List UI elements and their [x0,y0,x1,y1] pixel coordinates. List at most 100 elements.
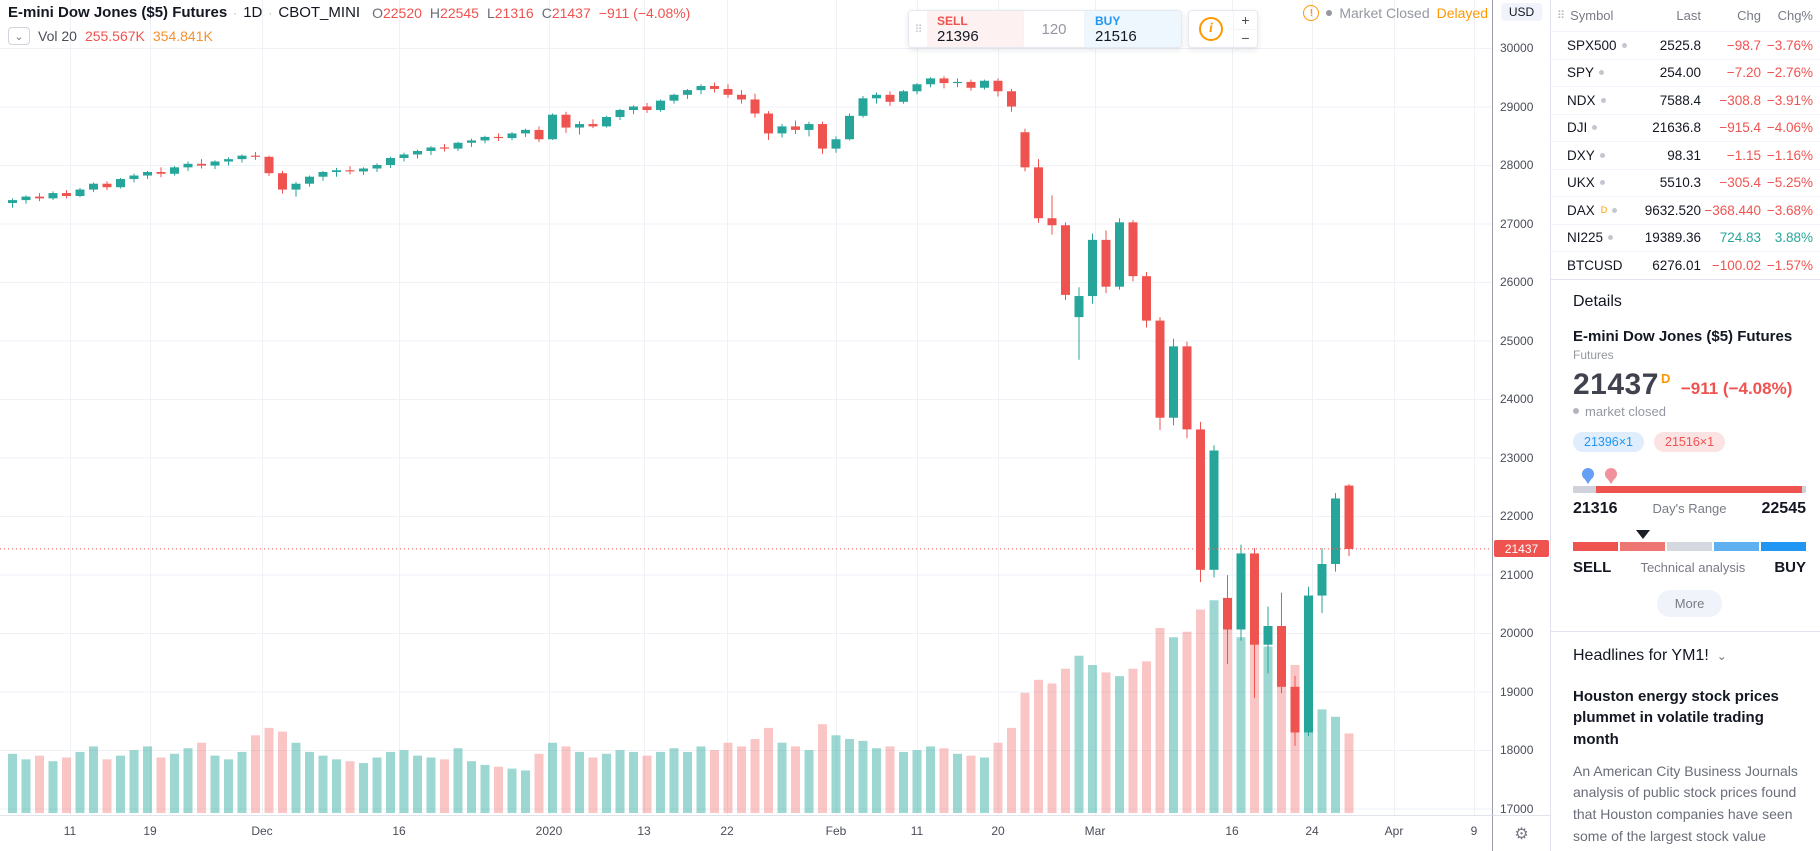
details-section: Details E-mini Dow Jones ($5) Futures Fu… [1551,280,1820,632]
sell-button[interactable]: SELL 21396 [927,11,1023,47]
column-last[interactable]: Last [1676,8,1701,23]
change-pct-value: −3.76% [1766,37,1813,53]
bid-size-pill[interactable]: 21396×1 [1573,431,1645,452]
price-axis[interactable]: USD 30000 29000 28000 27000 26000 25000 24000 2… [1492,0,1550,816]
candle-body [1034,167,1043,219]
volume-bar [926,746,935,813]
candle-body [993,80,1003,92]
volume-bar [764,727,773,813]
low-value: 21316 [494,4,534,21]
candle-body [237,155,247,160]
watchlist-row-ndx[interactable]: NDX 7588.4 −308.8 −3.91% [1551,86,1820,114]
candle-body [102,183,112,188]
exchange-label[interactable]: CBOT_MINI [278,4,361,21]
quantity-field[interactable]: 120 [1023,11,1085,47]
legend-collapse-button[interactable]: ⌄ [8,27,30,45]
time-tick-label: 11 [63,824,77,838]
volume-bar [1074,655,1084,813]
instrument-name[interactable]: E-mini Dow Jones ($5) Futures [1573,327,1793,345]
market-status-text: Market Closed [1339,5,1430,21]
info-button[interactable]: i [1189,11,1233,47]
watchlist-row-dax[interactable]: DAX D 9632.520 −368.440 −3.68% [1551,196,1820,224]
open-value: 22520 [382,4,422,21]
headlines-section: Headlines for YM1! ⌄ Houston energy stoc… [1551,632,1820,851]
headlines-header[interactable]: Headlines for YM1! ⌄ [1573,647,1806,665]
time-tick-label: Feb [825,824,847,838]
candle-body [858,98,868,116]
candle-body [251,155,260,157]
candle-body [656,100,665,111]
gauge-bar [1573,541,1806,551]
volume-bar [575,751,584,813]
candle-body [939,78,949,84]
symbol-title[interactable]: E-mini Dow Jones ($5) Futures [8,4,228,21]
volume-bar [845,739,854,813]
watchlist-row-ni225[interactable]: NI225 19389.36 724.83 3.88% [1551,223,1820,252]
price-tick-label: 20000 [1500,626,1534,640]
volume-bar [210,755,220,813]
interval-label[interactable]: 1D [243,4,263,21]
watchlist-row-dxy[interactable]: DXY 98.31 −1.15 −1.16% [1551,141,1820,169]
price-tick-label: 17000 [1500,801,1534,816]
news-article[interactable]: Houston energy stock prices plummet in v… [1573,686,1806,851]
ask-size-pill[interactable]: 21516×1 [1654,431,1726,452]
article-title[interactable]: Houston energy stock prices plummet in v… [1573,687,1779,749]
candle-body [1047,218,1057,226]
watchlist-row-spy[interactable]: SPY 254.00 −7.20 −2.76% [1551,58,1820,87]
volume-bar [1331,716,1340,813]
buy-button[interactable]: BUY 21516 [1085,11,1181,47]
column-symbol[interactable]: Symbol [1570,8,1614,23]
change-pct-value: −3.91% [1766,92,1813,108]
time-axis[interactable]: 11 19 Dec 16 2020 13 22 Feb 11 20 Mar 16 24 Apr 9 [0,815,1492,851]
candle-body [1277,625,1286,687]
candle-body [62,193,71,197]
range-low: 21316 [1573,499,1618,517]
candlestick-chart[interactable] [0,0,1492,815]
candle-body [345,170,355,172]
volume-value-orange: 354.841K [152,28,213,44]
candle-body [926,78,935,85]
volume-bar [129,750,139,813]
market-state-dot [1608,235,1614,241]
watchlist-row-spx500[interactable]: SPX500 2525.8 −98.7 −3.76% [1551,31,1820,59]
candle-body [1088,239,1097,297]
quantity-increase-button[interactable]: + [1234,11,1257,30]
candle-body [359,168,368,172]
price-tick-label: 23000 [1500,450,1534,465]
candle-body [48,193,58,199]
market-state-dot [1600,97,1606,103]
gear-icon[interactable]: ⚙ [1514,825,1529,843]
watchlist-row-dji[interactable]: DJI 21636.8 −915.4 −4.06% [1551,113,1820,142]
change-pct-value: −1.16% [1766,147,1813,163]
volume-bar [372,757,382,813]
quantity-decrease-button[interactable]: − [1234,29,1257,47]
time-tick-label: 9 [1470,824,1478,838]
volume-bar [858,740,868,813]
delayed-badge[interactable]: Delayed [1436,5,1488,21]
drag-handle-icon[interactable]: ⠿ [1557,10,1565,22]
symbol-name: DJI [1567,120,1629,135]
candle-body [426,147,436,151]
volume-indicator-label[interactable]: Vol 20 [38,28,77,44]
column-chg[interactable]: Chg [1737,8,1761,23]
more-button[interactable]: More [1656,589,1723,617]
watchlist-row-btcusd[interactable]: BTCUSD 6276.01 −100.02 −1.57% [1551,251,1820,279]
drag-handle-icon[interactable]: ⠿ [909,11,927,47]
volume-bar [629,751,638,813]
price-tick-label: 30000 [1500,41,1534,55]
symbol-name: BTCUSD [1567,257,1623,273]
watchlist-row-ukx[interactable]: UKX 5510.3 −305.4 −5.25% [1551,168,1820,197]
volume-bar [453,748,463,813]
volume-bar [993,742,1003,813]
time-tick-label: Dec [251,824,273,838]
change-value: −305.4 [1719,175,1761,191]
currency-button[interactable]: USD [1500,3,1543,21]
price-tick-label: 29000 [1500,99,1534,114]
candle-body [1344,485,1354,549]
volume-bar [899,751,908,813]
time-tick-label: Mar [1084,824,1106,838]
column-chg-pct[interactable]: Chg% [1777,8,1813,23]
alert-icon[interactable]: ! [1303,5,1320,21]
candle-body [318,172,328,177]
last-value: 19389.36 [1644,230,1701,246]
